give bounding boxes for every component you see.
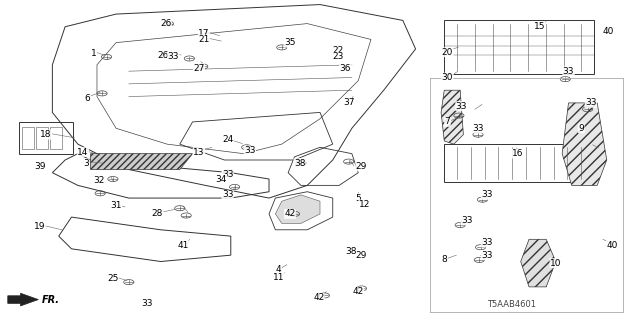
Text: 26: 26 [160,19,172,28]
Text: 25: 25 [108,274,118,283]
Bar [22,127,34,149]
Text: 4: 4 [276,265,282,274]
Text: 3: 3 [83,159,89,168]
Text: 33: 33 [472,124,484,133]
Text: 19: 19 [34,222,45,231]
Text: 31: 31 [110,202,122,211]
Text: 7: 7 [445,117,451,126]
Text: 6: 6 [84,94,90,103]
Text: FR.: FR. [42,295,60,305]
Text: 39: 39 [34,162,45,171]
Text: 27: 27 [193,63,205,73]
Text: 33: 33 [141,299,152,308]
Text: 15: 15 [534,22,545,31]
Text: 8: 8 [442,255,447,264]
Text: 40: 40 [603,27,614,36]
Text: 13: 13 [193,148,205,156]
Text: 33: 33 [222,190,234,199]
Polygon shape [275,195,320,223]
Text: 37: 37 [343,99,355,108]
Text: 33: 33 [563,67,574,76]
Text: 14: 14 [77,148,89,156]
Text: 5: 5 [355,194,361,203]
Text: 20: 20 [442,48,453,57]
Text: 35: 35 [284,38,296,47]
Text: 40: 40 [606,241,618,250]
Polygon shape [8,293,38,306]
Text: 42: 42 [313,293,324,302]
Text: 33: 33 [456,101,467,111]
Text: 33: 33 [481,251,493,260]
Text: 38: 38 [294,159,305,168]
Text: 33: 33 [585,99,596,108]
Text: 36: 36 [340,63,351,73]
Text: 29: 29 [356,162,367,171]
Text: 33: 33 [244,146,255,155]
Text: 34: 34 [216,174,227,184]
Text: 32: 32 [93,176,104,185]
Bar [444,20,594,74]
Text: 10: 10 [550,259,561,268]
Text: 11: 11 [273,273,284,282]
Text: 18: 18 [40,130,52,139]
Text: 21: 21 [198,35,210,44]
Text: 26: 26 [157,51,168,60]
Text: T5AAB4601: T5AAB4601 [486,300,536,309]
Text: 33: 33 [481,238,493,247]
Text: 33: 33 [222,170,234,179]
Bar [19,122,74,154]
Bar [36,127,48,149]
Text: 30: 30 [442,73,453,82]
Polygon shape [521,239,556,287]
Polygon shape [562,103,607,185]
Bar [444,144,594,182]
Text: 23: 23 [332,52,344,61]
Text: 41: 41 [177,241,189,250]
Polygon shape [91,154,193,170]
Text: 16: 16 [512,149,524,158]
Text: 33: 33 [168,52,179,61]
Text: 9: 9 [579,124,584,133]
Text: 17: 17 [198,28,210,38]
Text: 42: 42 [284,209,296,219]
Bar [51,127,62,149]
Text: 42: 42 [353,287,364,296]
Text: 1: 1 [91,49,97,58]
Text: 33: 33 [481,190,493,199]
Text: 22: 22 [332,46,344,55]
Polygon shape [441,90,463,144]
Text: 12: 12 [359,200,371,209]
Text: 29: 29 [356,251,367,260]
Text: 38: 38 [345,247,356,257]
Text: 24: 24 [222,135,233,144]
Text: 33: 33 [461,216,472,225]
Text: 28: 28 [152,209,163,219]
